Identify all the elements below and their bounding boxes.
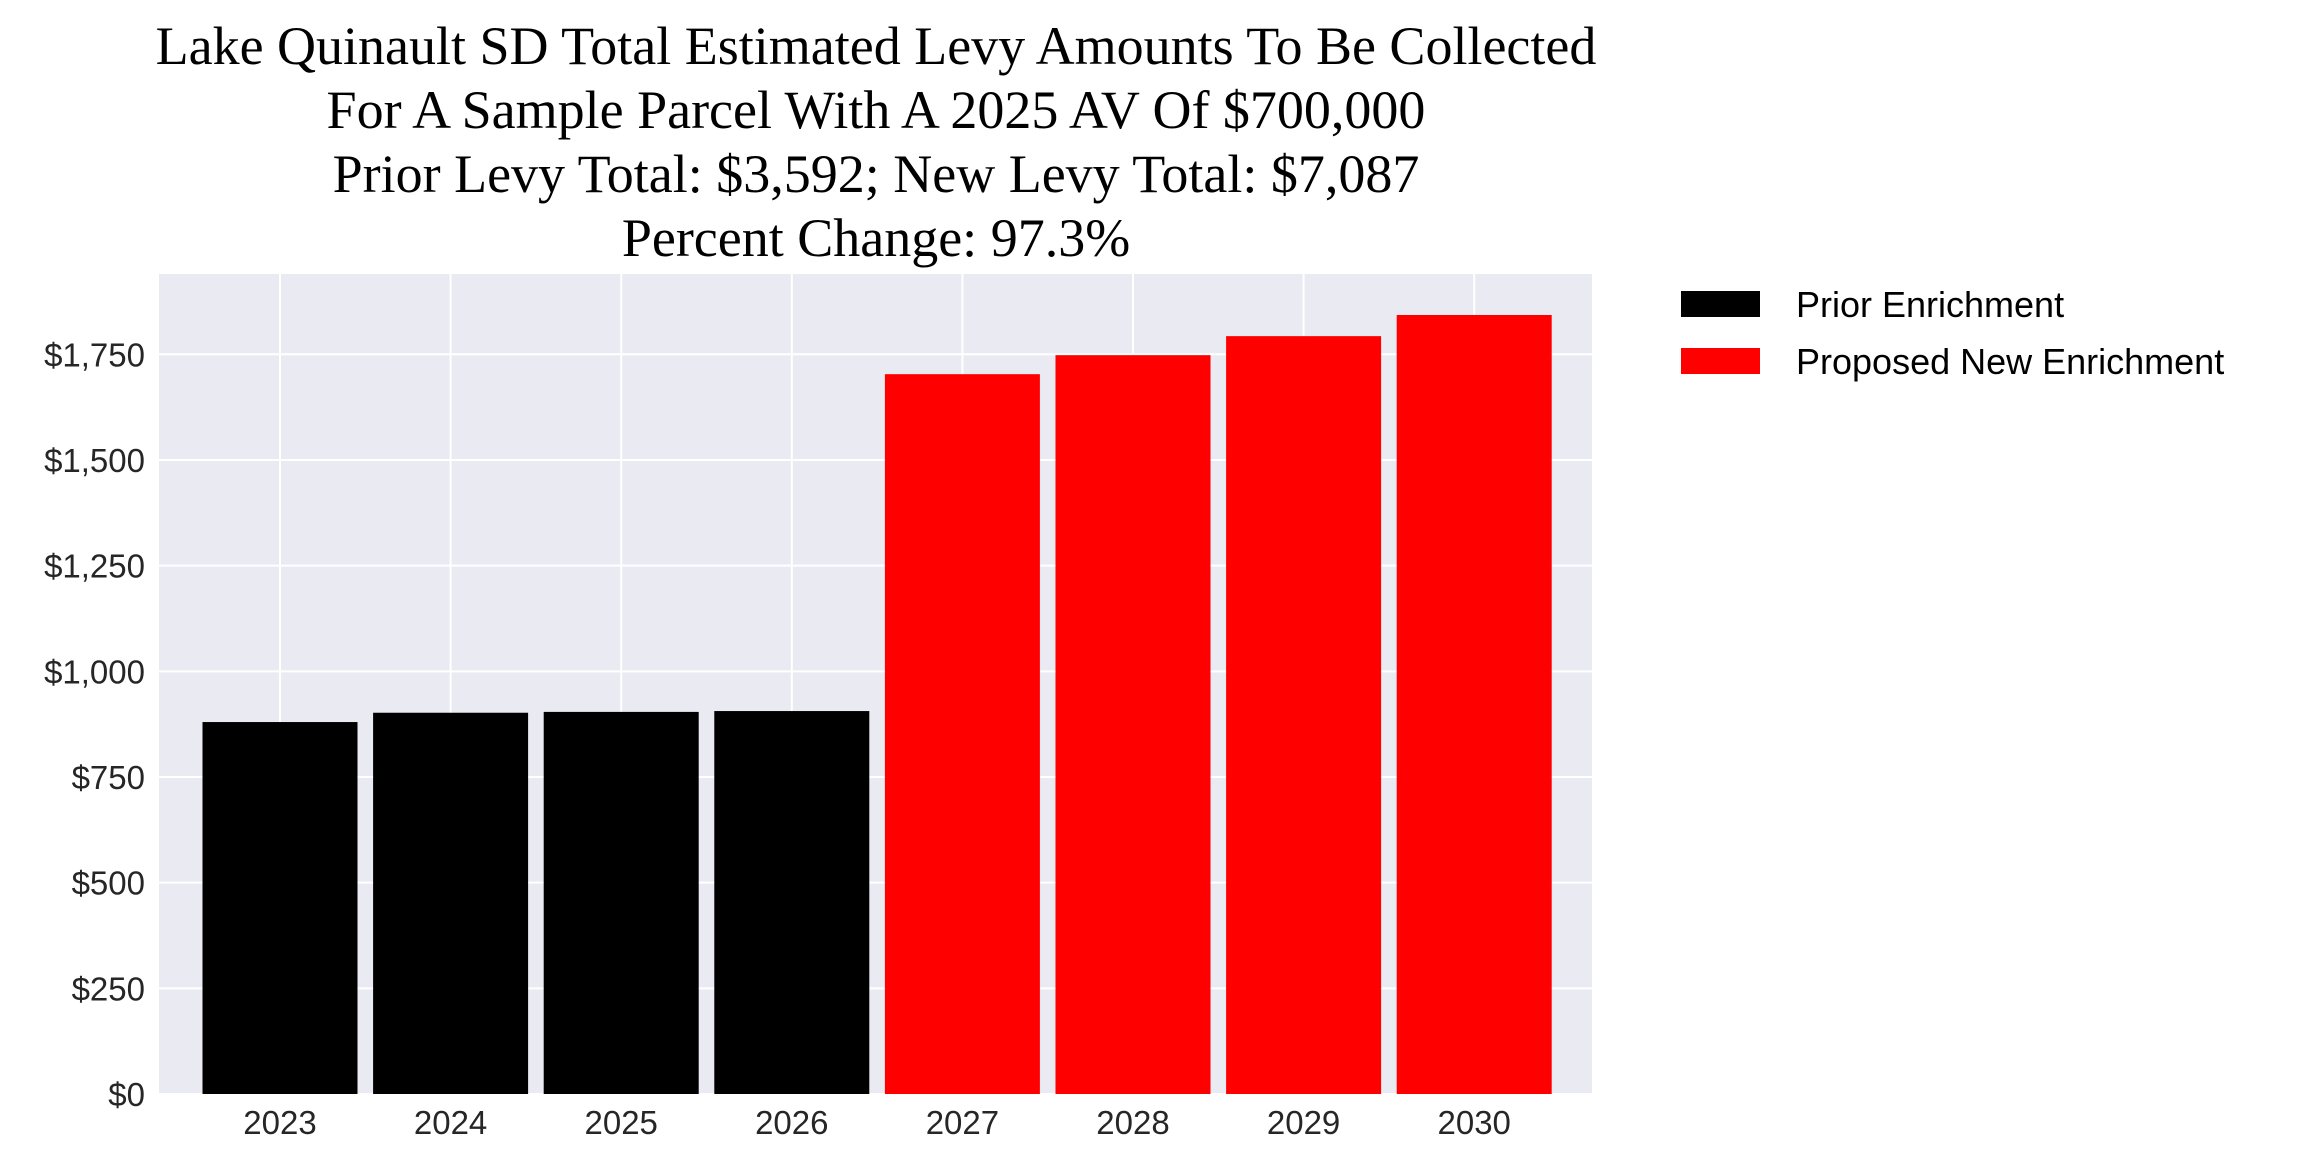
y-tick-label: $1,750 bbox=[44, 336, 145, 373]
y-tick-label: $250 bbox=[72, 970, 145, 1007]
legend-swatch-proposed bbox=[1681, 348, 1760, 374]
y-tick-label: $1,500 bbox=[44, 442, 145, 479]
legend-swatch-prior bbox=[1681, 291, 1760, 317]
legend-label-proposed: Proposed New Enrichment bbox=[1796, 341, 2224, 382]
x-tick-label: 2025 bbox=[584, 1104, 657, 1141]
x-tick-label: 2027 bbox=[926, 1104, 999, 1141]
bar-2029 bbox=[1226, 336, 1382, 1094]
x-tick-label: 2030 bbox=[1437, 1104, 1510, 1141]
x-tick-label: 2029 bbox=[1267, 1104, 1340, 1141]
title-line-1: Lake Quinault SD Total Estimated Levy Am… bbox=[156, 16, 1597, 76]
bar-2028 bbox=[1055, 355, 1211, 1094]
bar-2027 bbox=[884, 374, 1040, 1094]
x-tick-label: 2028 bbox=[1096, 1104, 1169, 1141]
bars bbox=[202, 315, 1552, 1094]
x-tick-label: 2024 bbox=[414, 1104, 487, 1141]
bar-2024 bbox=[373, 712, 529, 1094]
y-tick-label: $500 bbox=[72, 865, 145, 902]
title-line-4: Percent Change: 97.3% bbox=[622, 208, 1130, 268]
bar-2030 bbox=[1396, 315, 1552, 1094]
y-tick-label: $1,000 bbox=[44, 653, 145, 690]
x-tick-label: 2023 bbox=[243, 1104, 316, 1141]
legend: Prior Enrichment Proposed New Enrichment bbox=[1681, 284, 2224, 382]
bar-2025 bbox=[543, 711, 699, 1094]
title-line-3: Prior Levy Total: $3,592; New Levy Total… bbox=[333, 144, 1420, 204]
y-tick-label: $1,250 bbox=[44, 548, 145, 585]
chart-title: Lake Quinault SD Total Estimated Levy Am… bbox=[156, 16, 1597, 268]
x-axis: 2023 2024 2025 2026 2027 2028 2029 2030 bbox=[243, 1104, 1511, 1141]
legend-label-prior: Prior Enrichment bbox=[1796, 284, 2064, 325]
bar-2026 bbox=[714, 711, 870, 1094]
bar-2023 bbox=[202, 722, 358, 1094]
y-tick-label: $750 bbox=[72, 759, 145, 796]
y-tick-label: $0 bbox=[108, 1076, 145, 1113]
x-tick-label: 2026 bbox=[755, 1104, 828, 1141]
y-axis: $0 $250 $500 $750 $1,000 $1,250 $1,500 $1,750 bbox=[44, 336, 145, 1113]
title-line-2: For A Sample Parcel With A 2025 AV Of $7… bbox=[327, 80, 1426, 140]
